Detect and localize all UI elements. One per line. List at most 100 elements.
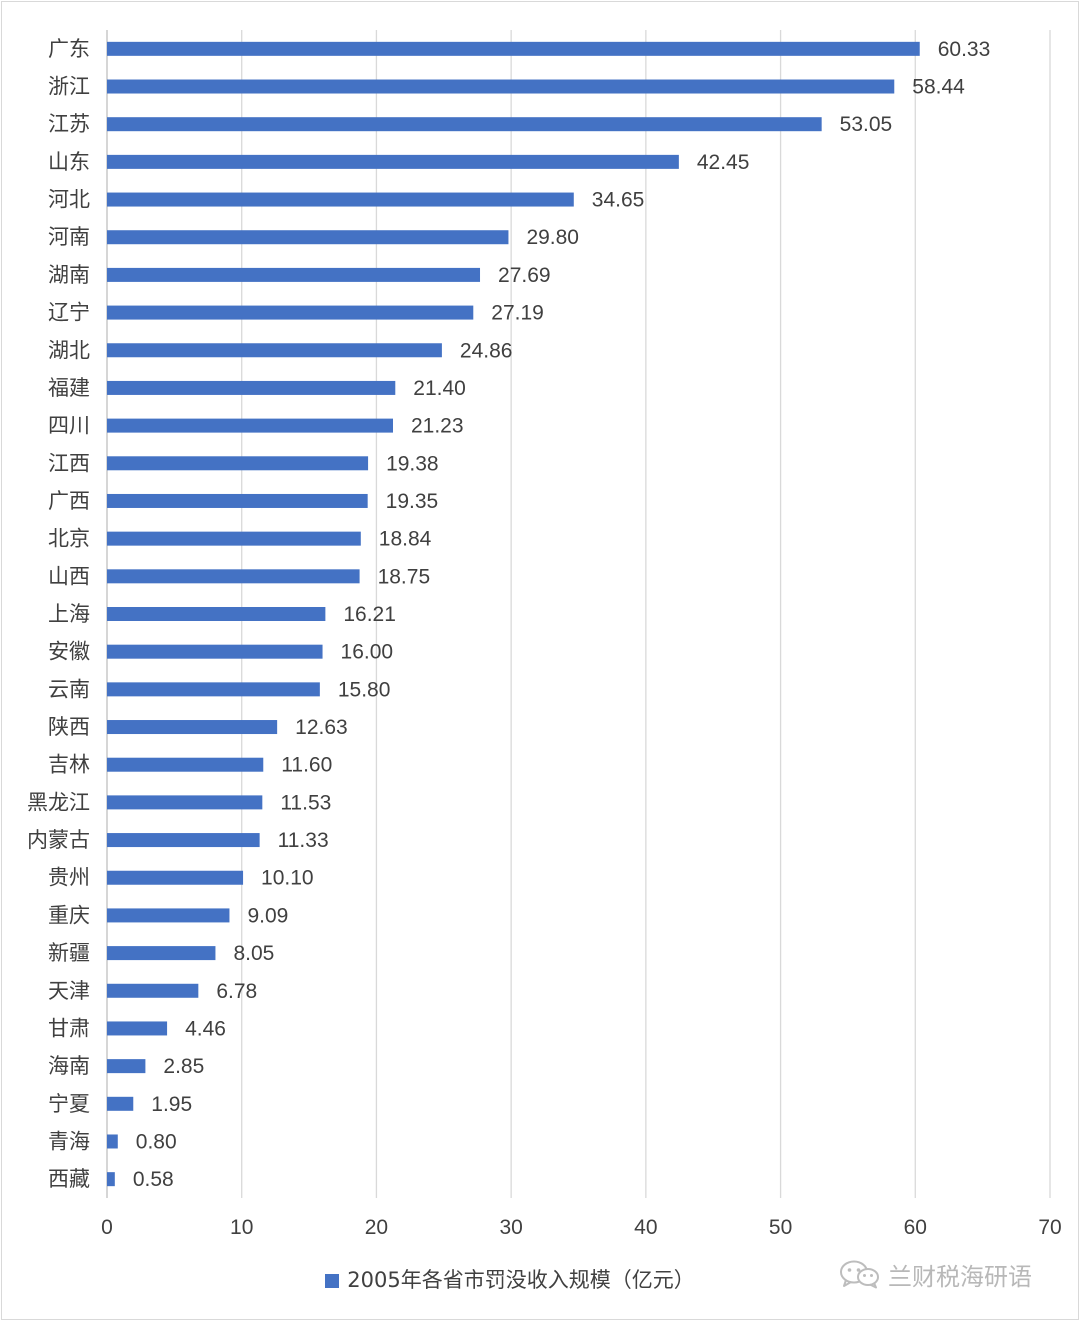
bar[interactable] (107, 267, 481, 282)
bar[interactable] (107, 1172, 115, 1187)
data-label: 10.10 (261, 867, 314, 890)
category-label: 江苏 (48, 112, 90, 136)
data-label: 27.19 (491, 302, 544, 325)
bar[interactable] (107, 946, 216, 961)
bar[interactable] (107, 757, 264, 772)
category-label: 福建 (48, 376, 90, 400)
bar[interactable] (107, 117, 822, 132)
data-label: 11.33 (278, 829, 329, 852)
bar[interactable] (107, 1059, 146, 1074)
category-label: 吉林 (48, 753, 90, 777)
x-tick-label: 10 (230, 1216, 253, 1239)
bar[interactable] (107, 682, 320, 697)
data-label: 0.80 (136, 1130, 177, 1153)
category-label: 安徽 (48, 640, 90, 664)
category-label: 重庆 (48, 903, 90, 927)
bar[interactable] (107, 607, 326, 621)
data-label: 1.95 (151, 1093, 192, 1116)
legend-item[interactable]: 2005年各省市罚没收入规模（亿元） (325, 1268, 695, 1292)
category-label: 贵州 (48, 866, 90, 890)
data-label: 19.35 (386, 490, 439, 513)
bar[interactable] (107, 230, 509, 245)
x-tick-label: 20 (365, 1216, 388, 1239)
data-label: 29.80 (526, 226, 579, 249)
data-label: 21.23 (411, 415, 464, 438)
bar[interactable] (107, 343, 442, 358)
bar[interactable] (107, 305, 474, 320)
bar[interactable] (107, 1134, 118, 1149)
data-label: 53.05 (840, 113, 893, 136)
bar[interactable] (107, 418, 393, 433)
legend: 2005年各省市罚没收入规模（亿元） (0, 1264, 1080, 1294)
data-label: 11.53 (280, 791, 331, 814)
category-label: 浙江 (48, 75, 90, 99)
data-label: 11.60 (281, 754, 332, 777)
bar[interactable] (107, 41, 920, 56)
category-label: 云南 (48, 677, 90, 701)
bar[interactable] (107, 644, 323, 659)
gridlines (106, 30, 1051, 1198)
data-label: 16.00 (341, 641, 394, 664)
data-label: 24.86 (460, 339, 513, 362)
legend-label: 2005年各省市罚没收入规模（亿元） (347, 1268, 695, 1292)
category-label: 甘肃 (48, 1016, 90, 1040)
bar[interactable] (107, 983, 199, 998)
bar[interactable] (107, 795, 263, 810)
bars (107, 41, 920, 1187)
category-label: 山东 (48, 150, 90, 174)
bar[interactable] (107, 1096, 134, 1111)
x-tick-label: 0 (101, 1216, 113, 1239)
data-label: 19.38 (386, 452, 439, 475)
category-label: 山西 (48, 564, 90, 588)
category-label: 宁夏 (48, 1092, 90, 1116)
x-tick-label: 50 (769, 1216, 792, 1239)
bar[interactable] (107, 833, 260, 848)
data-label: 12.63 (295, 716, 348, 739)
watermark-text: 兰财税海研语 (888, 1262, 1032, 1291)
data-label: 34.65 (592, 189, 645, 212)
bar-chart: 0 10 20 30 40 50 60 70 广东 60.33 浙江 58.44 江苏 53.05 山东 42… (27, 30, 1062, 1239)
bar[interactable] (107, 456, 369, 471)
category-label: 天津 (48, 979, 90, 1003)
data-label: 9.09 (247, 904, 288, 927)
bar[interactable] (107, 493, 368, 508)
category-label: 四川 (48, 414, 90, 438)
category-label: 广西 (48, 489, 90, 513)
bar[interactable] (107, 531, 361, 546)
category-label: 内蒙古 (27, 828, 90, 852)
category-label: 上海 (48, 602, 90, 626)
bar[interactable] (107, 870, 244, 885)
category-label: 青海 (48, 1129, 90, 1153)
category-label: 黑龙江 (27, 790, 90, 814)
bar[interactable] (107, 79, 895, 94)
data-label: 27.69 (498, 264, 551, 287)
bar[interactable] (107, 908, 230, 923)
bar[interactable] (107, 380, 396, 395)
data-label: 21.40 (413, 377, 466, 400)
bar[interactable] (107, 1021, 168, 1036)
wechat-icon (840, 1260, 879, 1289)
category-label: 西藏 (48, 1167, 90, 1191)
x-tick-label: 70 (1038, 1216, 1061, 1239)
data-label: 16.21 (343, 603, 396, 626)
category-label: 新疆 (48, 941, 90, 965)
bar[interactable] (107, 720, 278, 735)
data-label: 18.75 (378, 565, 431, 588)
data-label: 0.58 (133, 1168, 174, 1191)
category-label: 广东 (48, 37, 90, 61)
category-label: 海南 (48, 1054, 90, 1078)
category-label: 湖北 (48, 338, 90, 362)
bar[interactable] (107, 192, 574, 207)
bar[interactable] (107, 569, 360, 584)
data-label: 2.85 (163, 1055, 204, 1078)
data-label: 42.45 (697, 151, 750, 174)
x-tick-label: 60 (904, 1216, 927, 1239)
category-label: 江西 (48, 451, 90, 475)
x-tick-label: 30 (499, 1216, 522, 1239)
bar[interactable] (107, 154, 679, 169)
category-label: 湖南 (48, 263, 90, 287)
x-tick-label: 40 (634, 1216, 657, 1239)
category-label: 北京 (48, 527, 90, 551)
data-label: 18.84 (379, 528, 432, 551)
